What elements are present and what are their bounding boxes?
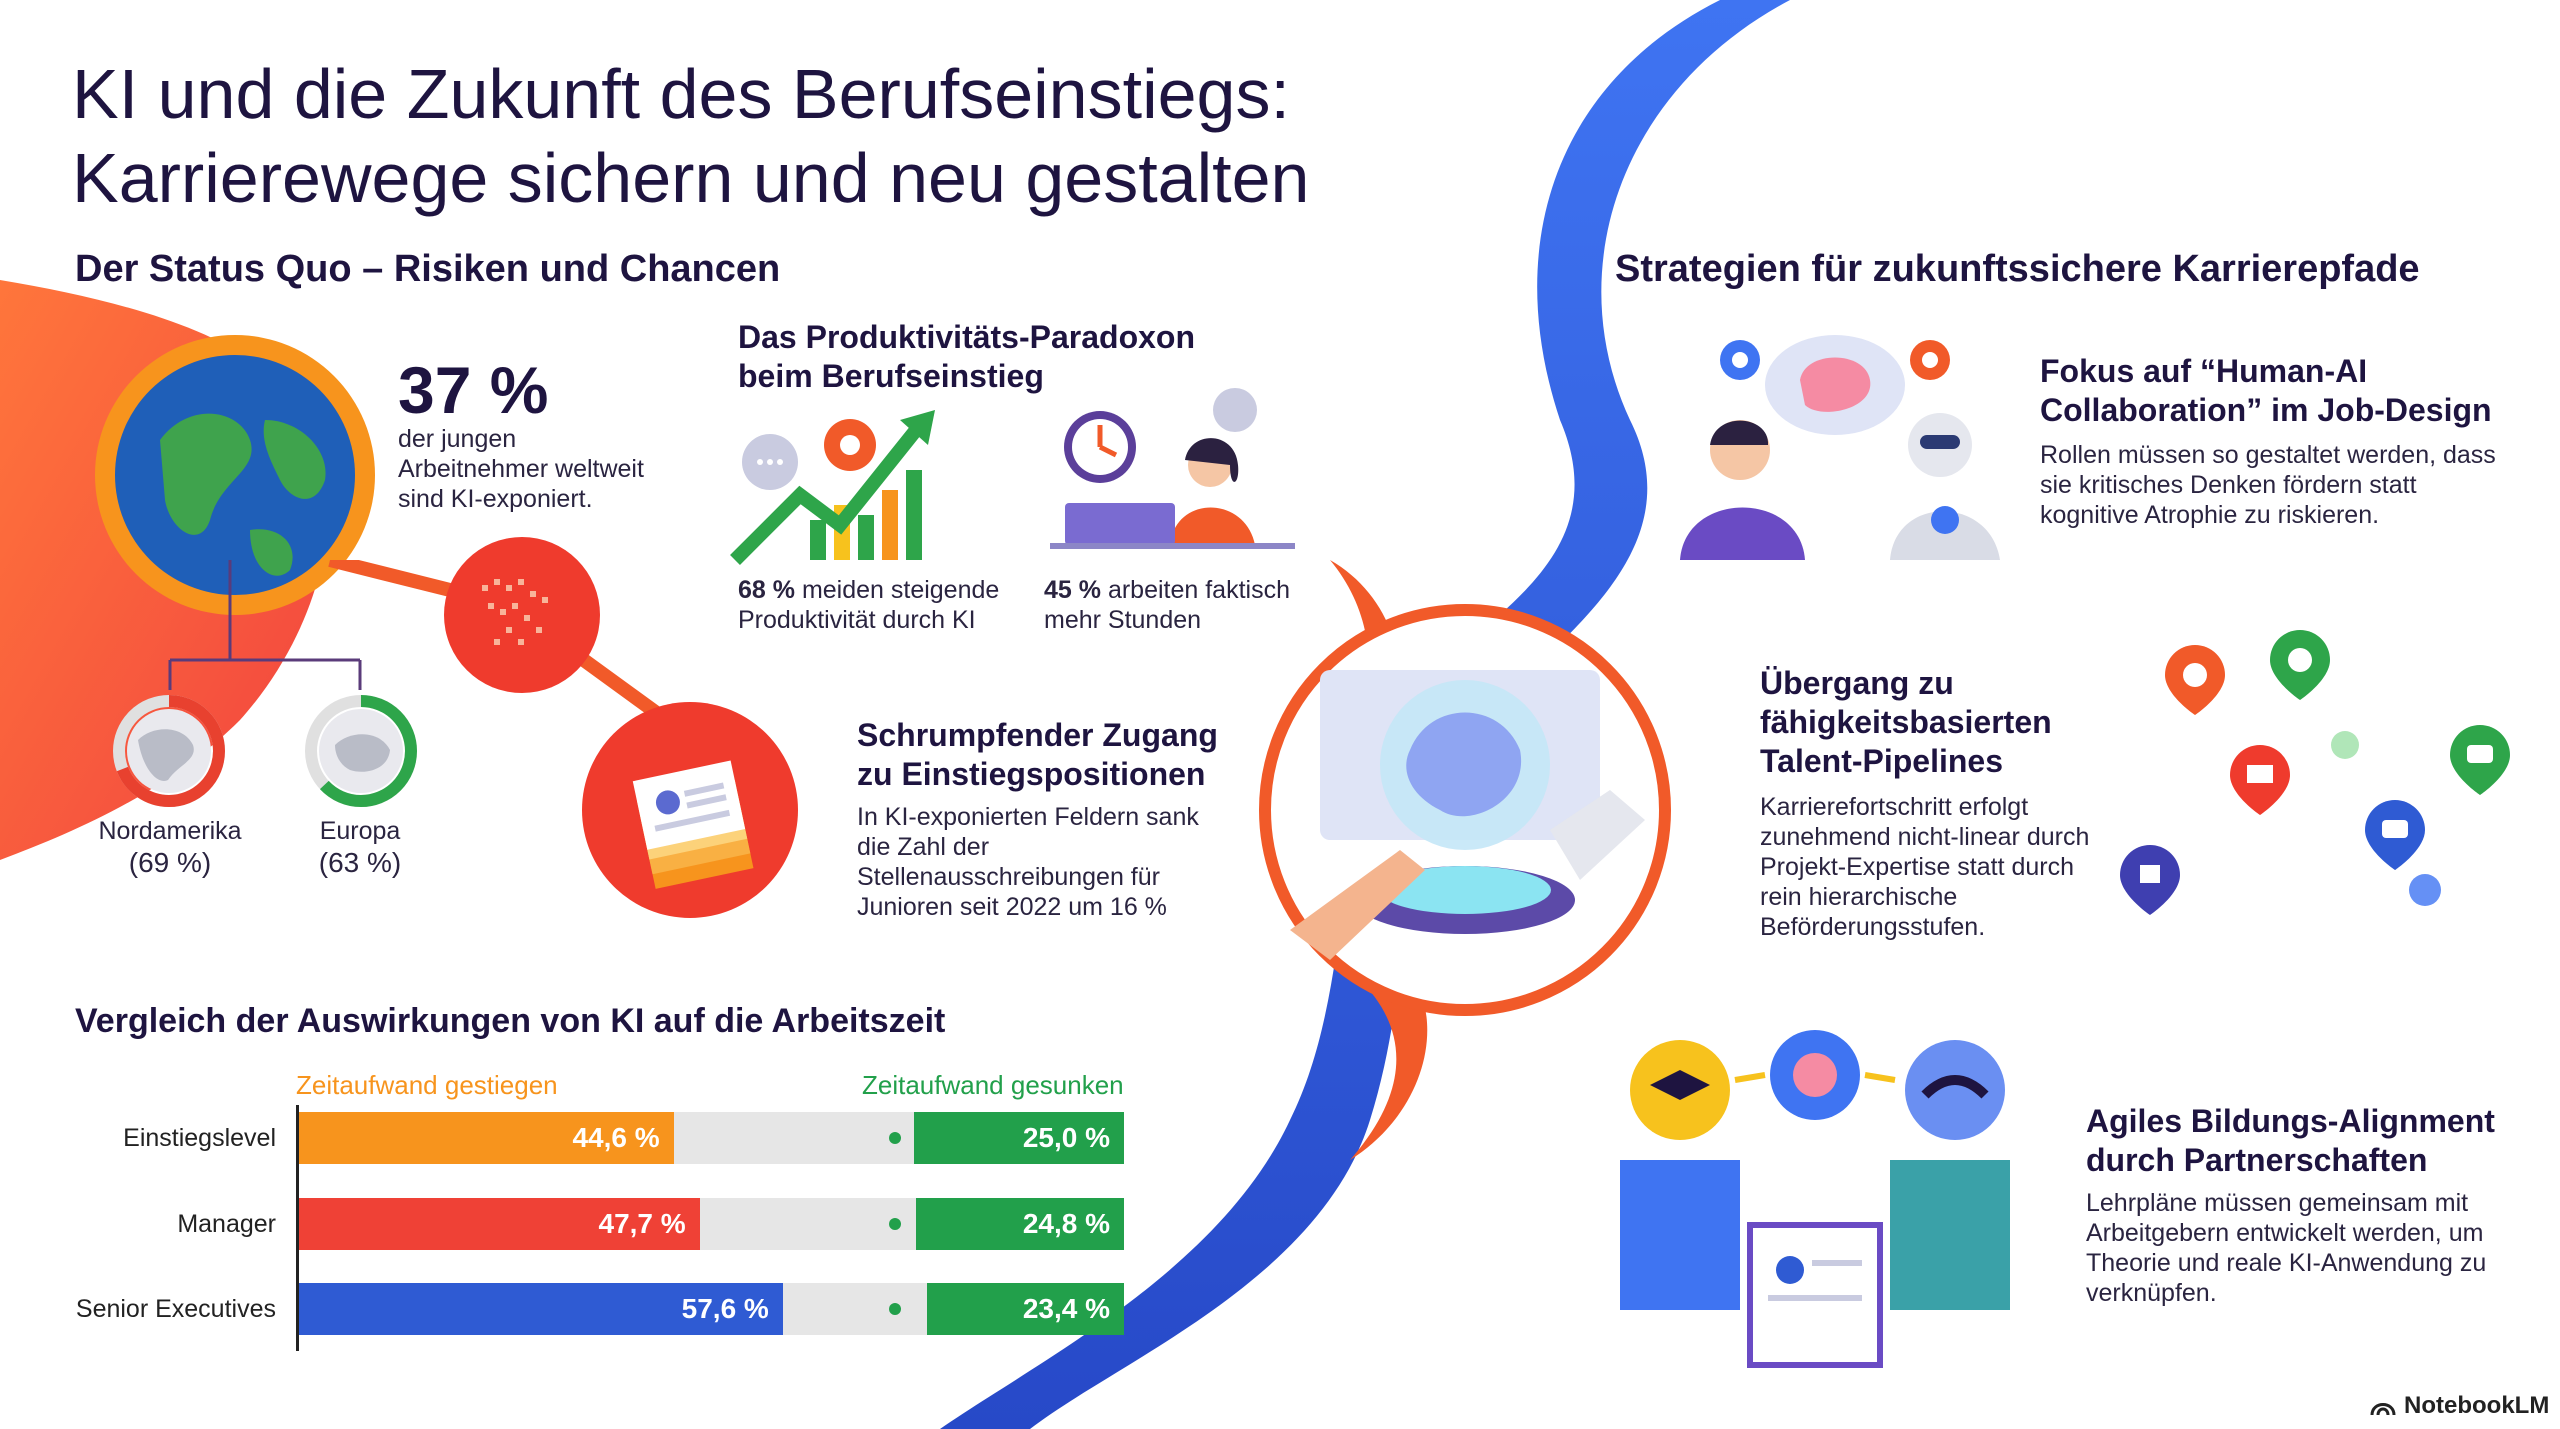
shrinking-text: In KI-exponierten Feldern sank die Zahl … bbox=[857, 803, 1199, 921]
brand-name: NotebookLM bbox=[2404, 1392, 2550, 1419]
region-value-europe: (63 %) bbox=[318, 847, 402, 878]
europe-map-icon bbox=[444, 537, 600, 693]
education-partnership-icon bbox=[1620, 1030, 2010, 1368]
legend-decreased: Zeitaufwand gesunken bbox=[862, 1070, 1124, 1100]
bar-increased: 57,6 % bbox=[299, 1283, 783, 1335]
paradox-stat-1-value: 68 % bbox=[738, 576, 795, 604]
row-label: Einstiegslevel bbox=[123, 1124, 276, 1152]
status-quo-heading: Der Status Quo – Risiken und Chancen bbox=[75, 248, 781, 290]
shrinking-heading: Schrumpfender Zugang zu Einstiegspositio… bbox=[857, 717, 1218, 792]
paradox-stat-1-text: meiden steigende Produktivität durch KI bbox=[738, 576, 1000, 634]
strategy-3-text: Lehrpläne müssen gemeinsam mit Arbeitgeb… bbox=[2086, 1189, 2487, 1307]
job-postings-icon bbox=[582, 702, 798, 918]
overworked-person-icon bbox=[1050, 388, 1295, 549]
message-pin-icon bbox=[2365, 800, 2425, 870]
comparison-heading: Vergleich der Auswirkungen von KI auf di… bbox=[75, 1002, 946, 1040]
paradox-stat-1: 68 % meiden steigende Produktivität durc… bbox=[738, 575, 1038, 635]
strategy-2-heading: Übergang zu fähigkeitsbasierten Talent-P… bbox=[1760, 665, 2052, 779]
growth-chart-icon bbox=[730, 410, 935, 565]
globe-icon bbox=[95, 335, 375, 615]
working-time-chart: Einstiegslevel 44,6 % 25,0 % Manager 47,7 % 2… bbox=[0, 0, 1150, 1429]
region-value-north-america: (69 %) bbox=[128, 847, 212, 878]
brand-logo: NotebookLM bbox=[2370, 1392, 2549, 1420]
row-label: Senior Executives bbox=[75, 1295, 276, 1323]
bar-decreased: 23,4 % bbox=[927, 1283, 1124, 1335]
notebook-logo-icon bbox=[2370, 1403, 2396, 1416]
marker-dot bbox=[889, 1132, 901, 1144]
paradox-stat-2-text: arbeiten faktisch mehr Stunden bbox=[1044, 576, 1290, 634]
bar-decreased: 25,0 % bbox=[914, 1112, 1124, 1164]
ai-hologram-illustration bbox=[1259, 604, 1671, 1016]
page-title: KI und die Zukunft des Berufseinstiegs: … bbox=[72, 52, 1309, 220]
legend-increased: Zeitaufwand gestiegen bbox=[296, 1070, 558, 1100]
strategies-heading: Strategien für zukunftssichere Karrierep… bbox=[1615, 248, 2420, 290]
title-line-1: KI und die Zukunft des Berufseinstiegs: bbox=[72, 55, 1290, 133]
marker-dot bbox=[889, 1218, 901, 1230]
bar-increased: 47,7 % bbox=[299, 1198, 700, 1250]
chart-axis bbox=[296, 1105, 299, 1351]
marker-dot bbox=[889, 1303, 901, 1315]
paradox-stat-2-value: 45 % bbox=[1044, 576, 1101, 604]
region-name-north-america: Nordamerika bbox=[98, 817, 242, 845]
strategy-1-heading: Fokus auf “Human-AI Collaboration” im Jo… bbox=[2040, 353, 2492, 428]
like-pin-icon bbox=[2120, 845, 2180, 915]
title-line-2: Karrierewege sichern und neu gestalten bbox=[72, 139, 1310, 217]
region-name-europe: Europa bbox=[319, 817, 401, 845]
paradox-heading: Das Produktivitäts-Paradoxon beim Berufs… bbox=[738, 319, 1195, 394]
skills-network-icon bbox=[2120, 630, 2510, 915]
lightbulb-pin-icon bbox=[2165, 645, 2225, 715]
paradox-stat-2: 45 % arbeiten faktisch mehr Stunden bbox=[1044, 575, 1334, 635]
exposure-value: 37 % bbox=[398, 353, 549, 427]
bar-increased: 44,6 % bbox=[299, 1112, 674, 1164]
brain-pin-icon bbox=[2270, 630, 2330, 700]
europe-donut bbox=[305, 695, 417, 807]
strategy-3-heading: Agiles Bildungs-Alignment durch Partners… bbox=[2086, 1103, 2495, 1178]
exposure-text: der jungen Arbeitnehmer weltweit sind KI… bbox=[398, 425, 644, 513]
strategy-1-text: Rollen müssen so gestaltet werden, dass … bbox=[2040, 441, 2496, 529]
code-pin-icon bbox=[2230, 745, 2290, 815]
strategy-2-text: Karrierefortschritt erfolgt zunehmend ni… bbox=[1760, 793, 2090, 941]
human-ai-collaboration-icon bbox=[1680, 335, 2000, 560]
row-label: Manager bbox=[177, 1210, 276, 1238]
north-america-donut bbox=[113, 695, 225, 807]
bar-decreased: 24,8 % bbox=[915, 1198, 1124, 1250]
chat-pin-icon bbox=[2450, 725, 2510, 795]
